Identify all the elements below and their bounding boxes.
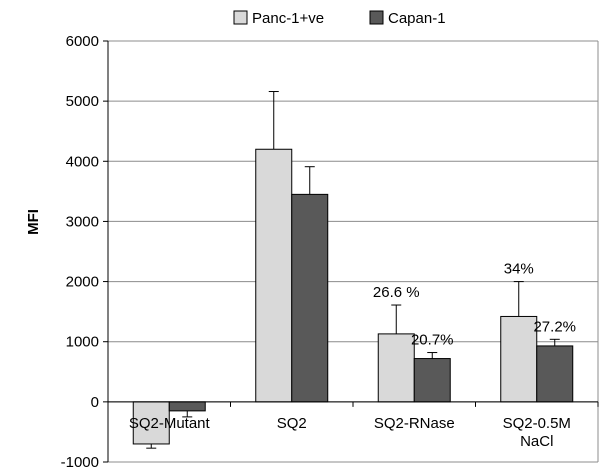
y-tick-label: 0	[91, 394, 99, 411]
y-axis-label: MFI	[25, 209, 42, 235]
category-label: SQ2	[277, 415, 307, 432]
bar	[500, 315, 538, 403]
y-tick-label: 5000	[66, 93, 99, 110]
category-label-line: SQ2-0.5M	[503, 415, 571, 432]
y-tick-label: -1000	[61, 454, 99, 471]
labels: -1000 0 1000 2000 3000 4000 5000 6000 26.6 % 34% 2…	[61, 33, 576, 471]
category-label-line: SQ2	[277, 415, 307, 432]
legend-swatch	[369, 10, 384, 25]
legend: Panc-1+ve Capan-1	[233, 10, 446, 27]
legend-label: Panc-1+ve	[252, 10, 324, 27]
y-tick-label: 1000	[66, 334, 99, 351]
data-label: 20.7%	[411, 332, 454, 349]
bar	[413, 358, 451, 403]
bar	[291, 193, 329, 403]
category-label-line: SQ2-Mutant	[129, 415, 211, 432]
legend-swatch	[233, 10, 248, 25]
bar	[255, 148, 293, 403]
y-tick-label: 3000	[66, 213, 99, 230]
bars	[132, 91, 574, 449]
data-label: 27.2%	[533, 318, 576, 335]
y-tick-label: 2000	[66, 274, 99, 291]
bar	[536, 345, 574, 403]
data-label: 34%	[504, 261, 534, 278]
legend-label: Capan-1	[388, 10, 446, 27]
bar	[132, 401, 170, 445]
bar	[168, 401, 206, 412]
category-label-line: NaCl	[520, 433, 553, 450]
axes	[103, 40, 599, 463]
category-label-line: SQ2-RNase	[374, 415, 455, 432]
category-label: SQ2-0.5M NaCl	[503, 415, 571, 450]
y-tick-label: 4000	[66, 153, 99, 170]
category-label: SQ2-RNase	[374, 415, 455, 432]
bar	[377, 333, 415, 403]
y-tick-label: 6000	[66, 33, 99, 50]
data-label: 26.6 %	[373, 284, 420, 301]
category-label: SQ2-Mutant	[129, 415, 211, 432]
